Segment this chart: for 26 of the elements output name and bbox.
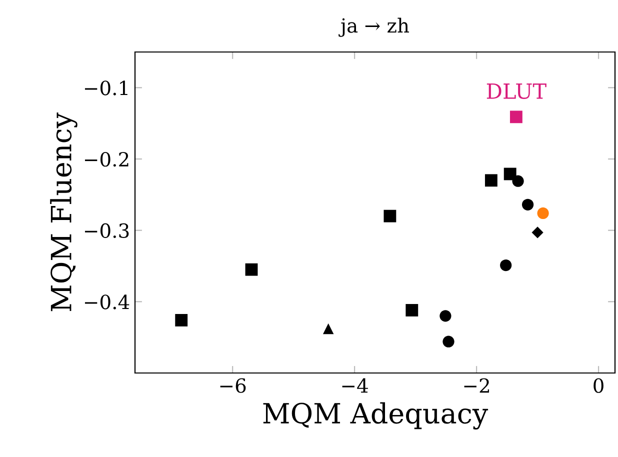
point [537,207,549,220]
point [406,304,418,316]
point [522,198,534,210]
point [384,210,396,222]
point [245,263,258,276]
x-tick-label: −2 [464,378,489,393]
point [322,323,334,334]
chart-title: ja → zh [338,18,409,37]
x-tick-label: −4 [342,378,368,393]
point [442,336,454,348]
y-axis-title: MQM Fluency [50,112,78,312]
annotation: DLUT [486,84,546,99]
x-axis-title: MQM Adequacy [263,402,488,430]
point [512,175,524,187]
point [484,174,498,187]
point [532,226,544,238]
y-tick-label: −0.1 [84,80,128,96]
y-tick-label: −0.3 [84,223,129,238]
x-tick-label: −6 [220,378,246,393]
point [175,314,188,326]
point [500,259,512,272]
point [440,310,452,322]
y-tick-label: −0.4 [84,294,130,310]
point [510,110,522,124]
x-tick-label: 0 [594,378,604,393]
y-tick-label: −0.2 [84,152,128,167]
